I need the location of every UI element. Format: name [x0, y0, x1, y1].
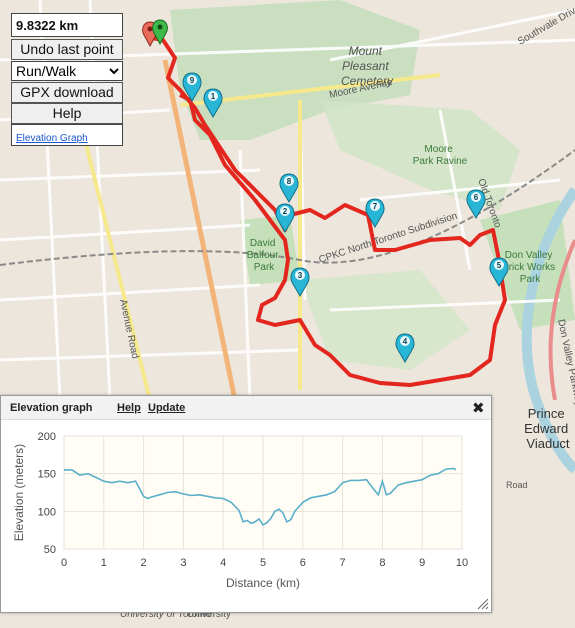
railway-line: [0, 149, 575, 266]
km-marker-icon[interactable]: 4: [395, 333, 415, 363]
elevation-panel-title: Elevation graph: [10, 402, 93, 414]
y-tick-label: 100: [38, 506, 56, 518]
elevation-line: [64, 467, 457, 526]
ravine-area: [320, 100, 520, 210]
parkway-line: [548, 239, 575, 401]
km-marker-label: 6: [474, 193, 479, 202]
help-button[interactable]: Help: [11, 103, 123, 124]
gpx-download-button[interactable]: GPX download: [11, 82, 123, 103]
park-label: David Balfour Park: [247, 238, 281, 273]
x-tick-label: 9: [419, 557, 425, 569]
moore-park-label: Moore Park Ravine: [413, 144, 468, 167]
km-marker-label: 4: [403, 337, 408, 346]
elevation-help-link[interactable]: Help: [117, 402, 141, 414]
x-tick-label: 3: [180, 557, 186, 569]
river: [521, 187, 575, 474]
x-tick-label: 4: [220, 557, 226, 569]
y-axis-label: Elevation (meters): [12, 444, 26, 541]
x-tick-label: 5: [260, 557, 266, 569]
elevation-graph-link[interactable]: Elevation Graph: [16, 133, 88, 144]
elevation-update-link[interactable]: Update: [148, 402, 186, 414]
cemetery-area: [170, 0, 420, 140]
km-marker-icon[interactable]: 5: [489, 257, 509, 287]
x-tick-label: 8: [379, 557, 385, 569]
km-marker-icon[interactable]: 2: [275, 203, 295, 233]
x-tick-label: 6: [300, 557, 306, 569]
prince-edward-label: Prince Edward Viaduct: [524, 406, 572, 451]
km-marker-label: 3: [298, 271, 303, 280]
x-tick-label: 0: [61, 557, 67, 569]
km-marker-icon[interactable]: 9: [182, 72, 202, 102]
moore-avenue-line: [179, 73, 441, 107]
y-tick-label: 150: [38, 469, 56, 481]
elevation-panel: Elevation graph Help Update ✖ 0 1 2 3 4 5 6 7 8 9…: [0, 395, 492, 613]
x-axis-label: Distance (km): [226, 576, 300, 590]
km-marker-label: 5: [497, 261, 502, 270]
km-marker-icon[interactable]: 3: [290, 267, 310, 297]
start-marker-icon[interactable]: [152, 19, 168, 46]
x-tick-label: 2: [141, 557, 147, 569]
km-marker-icon[interactable]: 7: [365, 198, 385, 228]
distance-display: 9.8322 km: [11, 13, 123, 37]
x-tick-label: 1: [101, 557, 107, 569]
undo-button[interactable]: Undo last point: [11, 39, 123, 60]
elevation-chart: 0 1 2 3 4 5 6 7 8 9 10 50 100 150 200 Distance (km) Elev…: [12, 431, 468, 590]
km-marker-label: 1: [211, 92, 216, 101]
university-label: University: [187, 609, 231, 620]
close-icon[interactable]: ✖: [472, 400, 485, 417]
elevation-panel-header[interactable]: Elevation graph Help Update ✖: [1, 396, 491, 420]
uoft-label: University of Toronto: [120, 609, 212, 620]
km-marker-label: 7: [373, 202, 378, 211]
km-marker-icon[interactable]: 1: [203, 88, 223, 118]
y-tick-label: 50: [44, 544, 56, 556]
brickworks-label: Don Valley Brick Works Park: [502, 250, 558, 285]
km-marker-label: 9: [190, 76, 195, 85]
y-tick-label: 200: [38, 431, 56, 443]
avenue-road-line: [83, 139, 152, 401]
elevation-link-box: Elevation Graph: [11, 124, 123, 146]
km-marker-icon[interactable]: 6: [466, 189, 486, 219]
km-marker-label: 8: [287, 177, 292, 186]
km-marker-label: 2: [283, 207, 288, 216]
mode-select[interactable]: Run/Walk: [11, 61, 123, 81]
resize-grip-icon[interactable]: [477, 598, 489, 610]
yonge-street-line: [162, 59, 238, 401]
x-tick-label: 10: [456, 557, 468, 569]
km-marker-icon[interactable]: 8: [279, 173, 299, 203]
cemetery-label: Mount Pleasant Cemetery: [341, 44, 394, 88]
road-label: Road: [506, 480, 528, 490]
valley-area: [300, 270, 470, 370]
x-tick-label: 7: [340, 557, 346, 569]
